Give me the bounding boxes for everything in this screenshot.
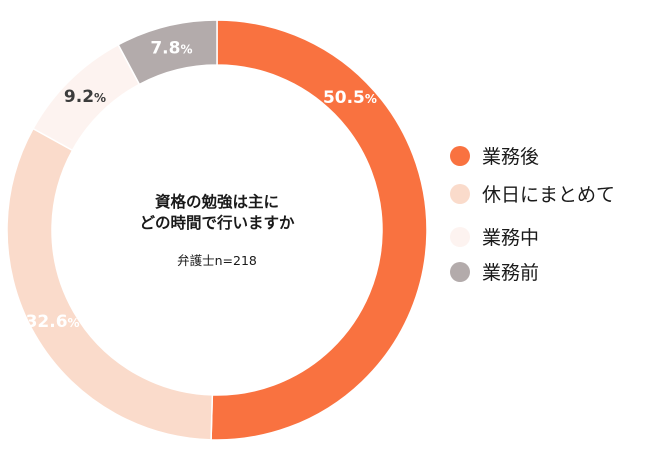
legend-label: 休日にまとめて <box>482 184 615 206</box>
legend-swatch <box>450 184 470 204</box>
slice-4 <box>117 19 218 86</box>
legend-item: 業務前 <box>450 262 539 284</box>
slice-2 <box>6 127 214 441</box>
legend-swatch <box>450 262 470 282</box>
legend-swatch <box>450 146 470 166</box>
chart-title: 資格の勉強は主にどの時間で行いますか <box>139 192 295 232</box>
legend-swatch <box>450 227 470 247</box>
slice-label-3: 9.2% <box>64 87 106 107</box>
slice-label-2: 32.6% <box>26 312 80 332</box>
legend-label: 業務後 <box>482 146 539 168</box>
slice-label-1: 50.5% <box>323 88 377 108</box>
legend-item: 業務中 <box>450 227 539 249</box>
legend-label: 業務前 <box>482 262 539 284</box>
slice-1 <box>210 19 428 441</box>
sample-note: 弁護士n=218 <box>177 253 257 268</box>
legend-label: 業務中 <box>482 227 539 249</box>
slice-label-4: 7.8% <box>150 39 192 59</box>
legend-item: 休日にまとめて <box>450 184 615 206</box>
legend-item: 業務後 <box>450 146 539 168</box>
